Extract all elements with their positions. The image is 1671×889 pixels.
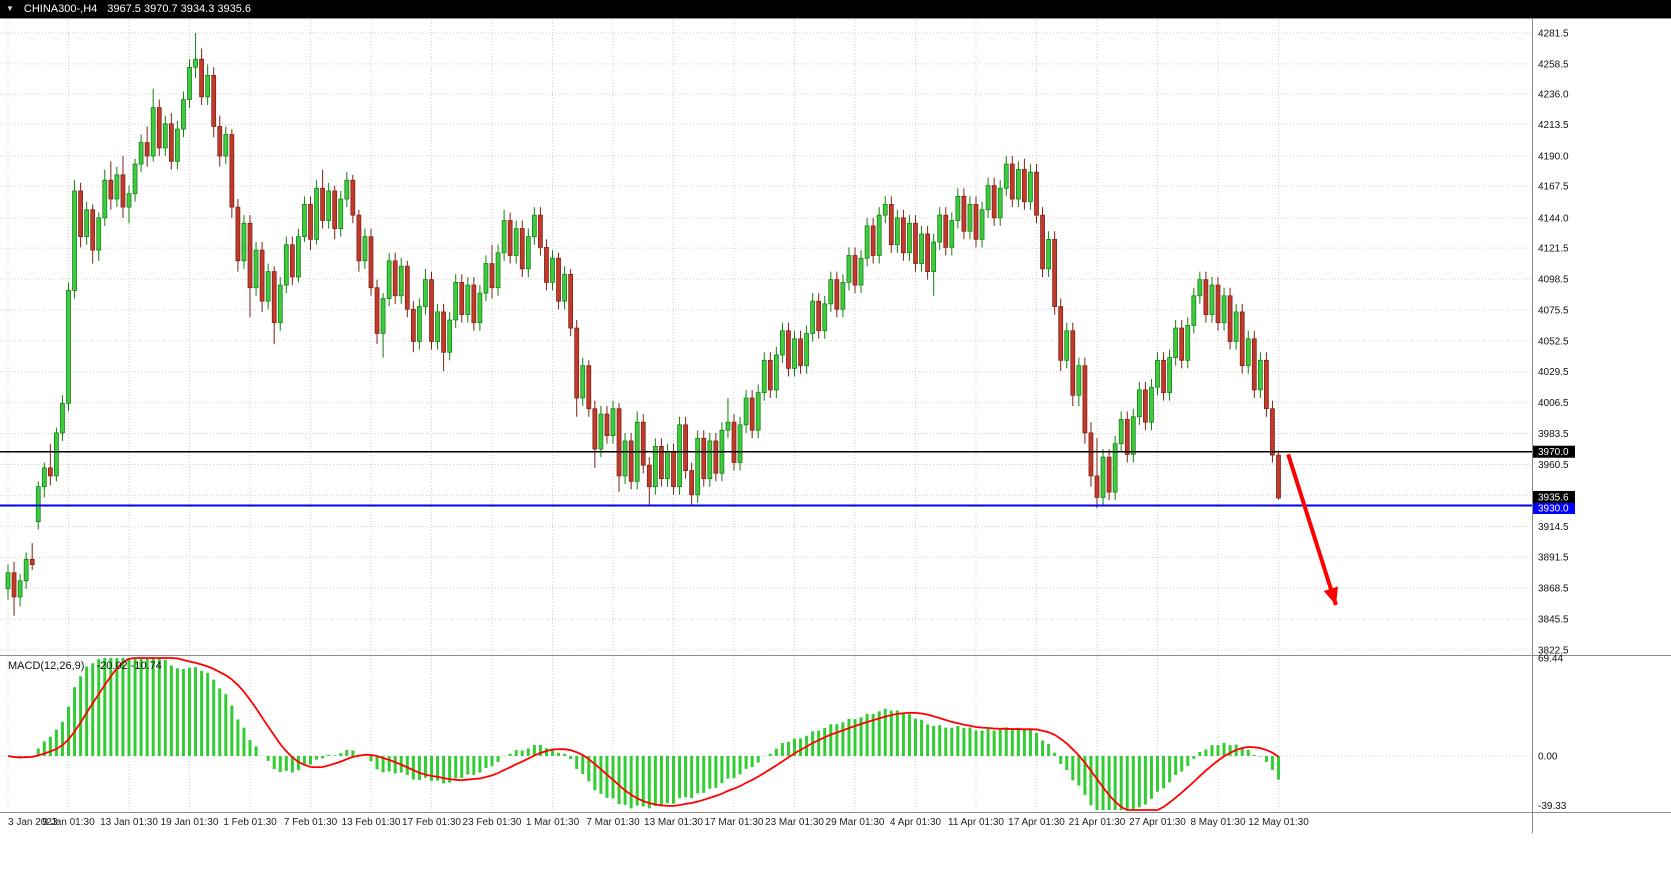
time-axis-label: 1 Feb 01:30: [223, 817, 277, 828]
price-axis-label: 3891.5: [1538, 553, 1569, 564]
time-axis-label: 7 Mar 01:30: [586, 817, 640, 828]
price-axis-label: 4144.0: [1538, 213, 1569, 224]
time-axis-label: 27 Apr 01:30: [1129, 817, 1186, 828]
svg-text:3970.0: 3970.0: [1538, 447, 1569, 458]
time-axis-label: 1 Mar 01:30: [526, 817, 580, 828]
price-axis-label: 4258.5: [1538, 59, 1569, 70]
time-axis-label: 3 Jan 2023: [8, 817, 58, 828]
macd-axis-label: 69.44: [1538, 654, 1563, 665]
symbol-marker-icon[interactable]: ▼: [6, 4, 14, 13]
time-axis-label: 17 Apr 01:30: [1008, 817, 1065, 828]
time-axis-label: 7 Feb 01:30: [284, 817, 338, 828]
price-axis-label: 4006.5: [1538, 398, 1569, 409]
price-axis-label: 4190.0: [1538, 151, 1569, 162]
macd-name: MACD(12,26,9): [8, 660, 85, 672]
chart-title-bar: ▼ CHINA300-,H4 3967.5 3970.7 3934.3 3935…: [0, 0, 1671, 18]
price-axis-label: 3983.5: [1538, 429, 1569, 440]
time-axis-label: 13 Mar 01:30: [644, 817, 703, 828]
chart-ohlc-quote: 3967.5 3970.7 3934.3 3935.6: [107, 3, 252, 15]
panel-dividers: [0, 18, 1671, 833]
time-axis-label: 19 Jan 01:30: [161, 817, 219, 828]
time-axis-label: 11 Apr 01:30: [948, 817, 1004, 828]
time-axis-label: 29 Mar 01:30: [826, 817, 885, 828]
price-axis[interactable]: 4281.5 4258.5 4236.0 4213.5 4190.0 4167.5 4144…: [1538, 29, 1569, 657]
time-axis-label: 17 Mar 01:30: [705, 817, 764, 828]
time-axis-label: 12 May 01:30: [1248, 817, 1309, 828]
horizontal-line-3970-badge: 3970.0: [1533, 445, 1575, 458]
time-axis-label: 13 Jan 01:30: [100, 817, 158, 828]
price-axis-label: 3960.5: [1538, 460, 1569, 471]
bid-price-badge: 3935.6: [1533, 490, 1575, 503]
time-axis-label: 8 May 01:30: [1190, 817, 1245, 828]
macd-signal-line: [7, 657, 1280, 811]
price-axis-label: 4281.5: [1538, 29, 1569, 40]
price-axis-label: 4121.5: [1538, 244, 1569, 255]
svg-text:3930.0: 3930.0: [1538, 503, 1569, 514]
price-axis-label: 4167.5: [1538, 182, 1569, 193]
time-axis-label: 9 Jan 01:30: [42, 817, 95, 828]
chart-symbol-period: CHINA300-,H4: [23, 3, 98, 15]
time-axis-label: 4 Apr 01:30: [890, 817, 942, 828]
macd-indicator-label: MACD(12,26,9) -20.02 -10.74: [8, 660, 171, 672]
price-axis-label: 3822.5: [1538, 646, 1569, 657]
macd-axis-label: -39.33: [1538, 801, 1567, 812]
candles-layer: [5, 33, 1281, 616]
price-axis-label: 4213.5: [1538, 120, 1569, 131]
time-axis-label: 23 Mar 01:30: [765, 817, 824, 828]
price-axis-label: 3868.5: [1538, 584, 1569, 595]
price-axis-label: 3914.5: [1538, 522, 1569, 533]
horizontal-line-3930-badge: 3930.0: [1533, 501, 1575, 514]
macd-axis-label: 0.00: [1538, 752, 1558, 763]
macd-axis: 69.44 0.00 -39.33: [1538, 654, 1567, 813]
time-axis-label: 13 Feb 01:30: [342, 817, 401, 828]
macd-values: -20.02 -10.74: [96, 660, 162, 672]
price-axis-label: 4098.5: [1538, 274, 1569, 285]
trend-arrow[interactable]: [1286, 453, 1338, 606]
time-axis-label: 17 Feb 01:30: [402, 817, 461, 828]
price-axis-label: 4052.5: [1538, 336, 1569, 347]
price-axis-label: 3845.5: [1538, 615, 1569, 626]
time-axis-label: 21 Apr 01:30: [1069, 817, 1126, 828]
macd-histogram: [12, 658, 1280, 810]
svg-text:3935.6: 3935.6: [1538, 492, 1569, 503]
price-axis-label: 4236.0: [1538, 90, 1569, 101]
price-axis-label: 4075.5: [1538, 305, 1569, 316]
time-axis-label: 23 Feb 01:30: [463, 817, 522, 828]
price-axis-label: 4029.5: [1538, 367, 1569, 378]
